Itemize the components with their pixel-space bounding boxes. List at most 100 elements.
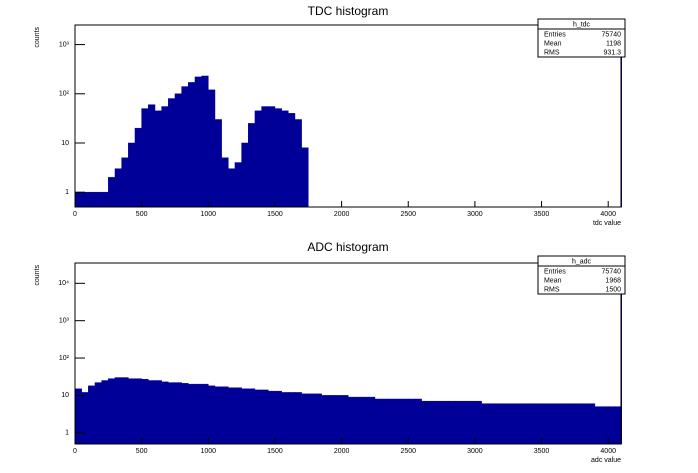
histogram-bar bbox=[81, 392, 89, 445]
x-tick-label: 1000 bbox=[201, 448, 217, 455]
histogram-bar bbox=[294, 119, 302, 208]
stats-label: Mean bbox=[544, 40, 562, 47]
histogram-bar bbox=[234, 387, 242, 445]
histogram-bar bbox=[408, 398, 416, 445]
histogram-bar bbox=[201, 75, 209, 208]
y-tick-label: 1 bbox=[65, 189, 69, 196]
histogram-bar bbox=[561, 403, 569, 445]
histogram-bar bbox=[214, 119, 222, 208]
histogram-bar bbox=[108, 177, 116, 208]
histogram-bar bbox=[501, 403, 509, 445]
y-axis-label: counts bbox=[34, 27, 41, 48]
histogram-bar bbox=[128, 142, 136, 208]
histogram-bar bbox=[414, 398, 422, 445]
histogram-bar bbox=[281, 392, 289, 445]
histogram-bar bbox=[541, 403, 549, 445]
stats-label: Mean bbox=[544, 277, 562, 284]
stats-label: Entries bbox=[544, 268, 566, 275]
x-tick-label: 2500 bbox=[400, 211, 416, 218]
histogram-bar bbox=[248, 123, 256, 208]
stats-title: h_tdc bbox=[573, 21, 591, 28]
histogram-bar bbox=[374, 398, 382, 445]
histogram-bar bbox=[208, 89, 216, 208]
histogram-bar bbox=[228, 387, 236, 445]
histogram-bar bbox=[614, 406, 621, 445]
y-axis-label: counts bbox=[34, 265, 41, 286]
histogram-bar bbox=[181, 86, 189, 208]
histogram-bar bbox=[288, 392, 296, 445]
histogram-bar bbox=[268, 390, 276, 445]
histogram-bar bbox=[101, 380, 109, 445]
stats-value: 75740 bbox=[602, 31, 622, 38]
histogram-bar bbox=[134, 378, 142, 445]
histogram-bar bbox=[161, 106, 169, 208]
histogram-bar bbox=[154, 110, 162, 208]
histogram-bar bbox=[301, 393, 309, 445]
histogram-bar bbox=[341, 395, 349, 445]
histogram-bar bbox=[334, 395, 342, 445]
y-tick-label: 1 bbox=[65, 430, 69, 437]
histogram-bar bbox=[228, 168, 236, 208]
y-tick-label: 10 bbox=[61, 392, 69, 399]
histogram-bar bbox=[188, 82, 196, 208]
stats-box bbox=[537, 255, 626, 295]
x-tick-label: 1500 bbox=[267, 448, 283, 455]
chart-title: ADC histogram bbox=[307, 240, 388, 254]
stats-title: h_adc bbox=[572, 258, 592, 265]
histogram-bar bbox=[294, 392, 302, 445]
histogram-bar bbox=[594, 406, 602, 445]
histogram-bar bbox=[567, 403, 576, 445]
histogram-bar bbox=[248, 388, 256, 445]
histogram-bar bbox=[101, 191, 109, 208]
stats-value: 75740 bbox=[602, 268, 622, 275]
histogram-bar bbox=[94, 191, 102, 208]
histogram-bar bbox=[494, 403, 502, 445]
x-tick-label: 4000 bbox=[600, 211, 616, 218]
x-tick-label: 2000 bbox=[334, 211, 350, 218]
y-tick-label: 10³ bbox=[59, 41, 70, 48]
x-tick-label: 1000 bbox=[201, 211, 217, 218]
histogram-bar bbox=[214, 386, 222, 445]
histogram-bar bbox=[141, 379, 149, 445]
histogram-bar bbox=[507, 403, 516, 445]
histogram-bar bbox=[274, 390, 282, 445]
histogram-bar bbox=[254, 110, 262, 208]
chart-title: TDC histogram bbox=[308, 4, 389, 18]
histogram-bar bbox=[554, 403, 562, 445]
histogram-bar bbox=[481, 403, 489, 445]
x-tick-label: 1500 bbox=[267, 211, 283, 218]
histogram-bar bbox=[254, 389, 262, 445]
stats-value: 1500 bbox=[605, 286, 621, 293]
histogram-bar bbox=[427, 400, 436, 445]
x-tick-label: 2000 bbox=[334, 448, 350, 455]
histogram-bar bbox=[261, 389, 269, 445]
histogram-bar bbox=[154, 380, 162, 445]
histogram-bar bbox=[474, 400, 482, 445]
x-tick-label: 3500 bbox=[534, 448, 550, 455]
x-tick-label: 3500 bbox=[534, 211, 550, 218]
histogram-bar bbox=[181, 383, 189, 445]
histogram-bar bbox=[148, 104, 156, 208]
histogram-bar bbox=[587, 403, 596, 445]
histogram-bar bbox=[454, 400, 462, 445]
histogram-bar bbox=[461, 400, 469, 445]
stats-value: 1968 bbox=[605, 277, 621, 284]
histogram-bar bbox=[441, 400, 449, 445]
histogram-bar bbox=[288, 113, 296, 208]
x-tick-label: 0 bbox=[73, 448, 77, 455]
histogram-bar bbox=[381, 398, 389, 445]
stats-value: 931.3 bbox=[603, 49, 621, 56]
histogram-bar bbox=[534, 403, 542, 445]
histogram-bar bbox=[281, 110, 289, 208]
x-tick-label: 4000 bbox=[600, 448, 616, 455]
histogram-bar bbox=[301, 147, 309, 208]
histogram-bar bbox=[394, 398, 402, 445]
histogram-bar bbox=[388, 398, 396, 445]
histogram-bar bbox=[74, 191, 82, 208]
histogram-bar bbox=[547, 403, 556, 445]
histogram-bar bbox=[354, 396, 362, 445]
histogram-bar bbox=[168, 382, 176, 445]
histogram-bar bbox=[88, 385, 96, 445]
histogram-bar bbox=[234, 162, 242, 208]
